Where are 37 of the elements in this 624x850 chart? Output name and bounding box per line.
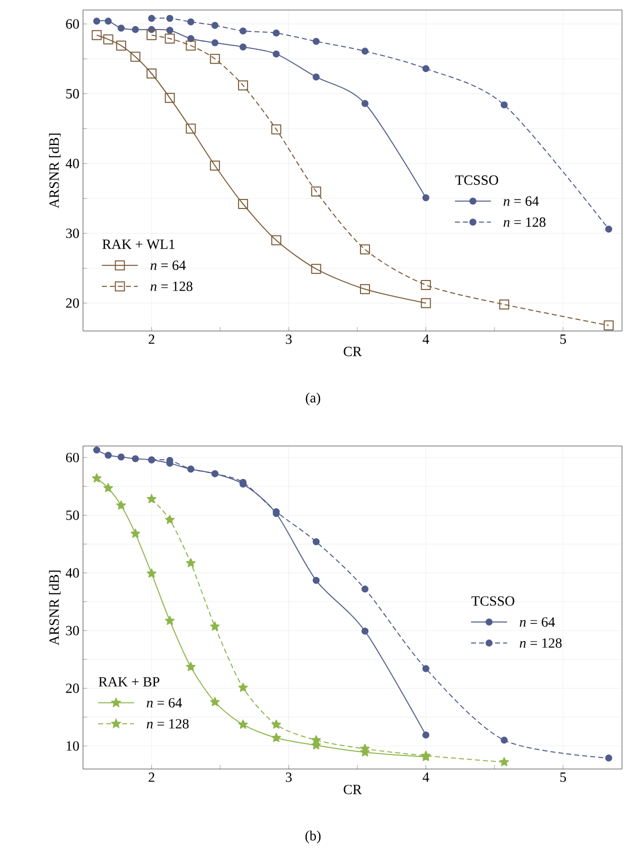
legend-label: n = 128 <box>146 719 189 729</box>
y-tick-label: 30 <box>66 228 79 238</box>
x-tick-label: 2 <box>148 334 154 344</box>
text: RAK + BP <box>98 677 160 686</box>
y-tick-label: 20 <box>66 684 79 693</box>
text: (a) <box>306 392 320 406</box>
x-tick-label: 3 <box>286 772 292 782</box>
y-tick-label: 30 <box>66 626 79 636</box>
y-tick-label: 50 <box>66 510 79 520</box>
legend-label: n = 64 <box>520 617 555 627</box>
x-tick-label: 3 <box>286 334 292 344</box>
y-tick-label: 40 <box>66 158 79 168</box>
text: RAK + WL1 <box>102 240 174 250</box>
legend-label: n = 64 <box>504 196 539 206</box>
legend-label: n = 128 <box>520 638 562 648</box>
x-tick-label: 4 <box>422 334 430 344</box>
y-tick-label: 60 <box>66 452 79 462</box>
legend-label: n = 128 <box>504 217 546 227</box>
y-tick-label: 10 <box>66 741 79 751</box>
text: TCSSO <box>455 175 498 185</box>
y-tick-label: 40 <box>66 568 79 578</box>
legend-label: n = 64 <box>146 698 182 708</box>
x-tick-label: 5 <box>560 772 566 782</box>
legend-label: n = 128 <box>150 282 192 292</box>
y-tick-label: 60 <box>66 19 79 29</box>
y-axis-title: ARSNR [dB] <box>49 570 61 646</box>
text: TCSSO <box>472 596 514 606</box>
y-tick-label: 50 <box>66 89 79 98</box>
x-tick-label: 2 <box>148 772 154 782</box>
y-axis-title: ARSNR [dB] <box>49 134 61 208</box>
legend-label: n = 64 <box>150 260 186 270</box>
x-tick-label: 4 <box>422 772 430 782</box>
x-axis-title: CR <box>344 346 362 356</box>
y-tick-label: 20 <box>66 298 79 308</box>
x-tick-label: 5 <box>560 334 566 344</box>
text: (b) <box>305 830 321 844</box>
x-axis-title: CR <box>344 784 362 794</box>
